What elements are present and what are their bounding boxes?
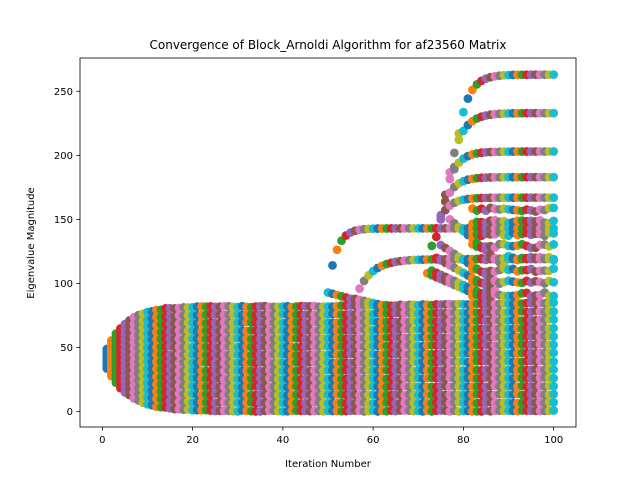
eigenvalue-point: [549, 193, 559, 203]
chart-title: Convergence of Block_Arnoldi Algorithm f…: [150, 38, 507, 52]
y-tick-label: 200: [54, 151, 73, 162]
x-tick-label: 20: [186, 435, 199, 446]
plot-frame: [79, 57, 577, 428]
eigenvalue-point: [549, 315, 559, 324]
eigenvalue-point: [549, 240, 559, 249]
x-tick-label: 0: [99, 435, 105, 446]
eigenvalue-point: [549, 406, 559, 415]
eigenvalue-point: [332, 245, 342, 255]
eigenvalue-point: [449, 148, 459, 158]
y-tick-label: 150: [54, 215, 73, 226]
x-tick-label: 100: [544, 435, 563, 446]
eigenvalue-point: [463, 94, 473, 103]
eigenvalue-point: [549, 340, 559, 350]
eigenvalue-point: [549, 397, 559, 407]
eigenvalue-point: [459, 107, 468, 117]
eigenvalue-point: [355, 284, 364, 293]
y-tick-label: 250: [54, 87, 73, 98]
eigenvalue-point: [549, 70, 559, 80]
y-tick-label: 50: [60, 343, 73, 354]
eigenvalue-point: [549, 357, 559, 366]
eigenvalue-point: [549, 228, 559, 238]
eigenvalue-point: [549, 147, 559, 156]
eigenvalue-point: [436, 214, 446, 224]
eigenvalue-point: [328, 260, 337, 270]
eigenvalue-point: [549, 264, 559, 273]
x-axis-label: Iteration Number: [285, 459, 372, 470]
scatter-points: [102, 70, 559, 416]
eigenvalue-point: [445, 174, 455, 184]
eigenvalue-point: [549, 365, 559, 374]
x-tick-label: 80: [457, 435, 470, 446]
eigenvalue-point: [431, 232, 441, 242]
eigenvalue-point: [549, 203, 559, 213]
eigenvalue-point: [549, 332, 559, 342]
eigenvalue-point: [549, 298, 559, 307]
eigenvalue-point: [549, 108, 559, 118]
y-tick-label: 100: [54, 279, 73, 290]
eigenvalue-point: [549, 373, 559, 383]
x-tick-label: 40: [277, 435, 290, 446]
eigenvalue-point: [549, 172, 559, 182]
eigenvalue-point: [549, 323, 559, 333]
eigenvalue-point: [549, 389, 559, 399]
eigenvalue-point: [549, 291, 559, 301]
eigenvalue-point: [427, 241, 437, 251]
y-tick-label: 0: [67, 407, 73, 418]
x-tick-label: 60: [367, 435, 380, 446]
eigenvalue-point: [549, 381, 559, 391]
eigenvalue-point: [454, 135, 464, 145]
y-axis-label: Eigenvalue Magnitude: [26, 187, 37, 298]
eigenvalue-point: [549, 216, 559, 226]
eigenvalue-point: [549, 348, 559, 358]
axes-frame: 0 20 40 60 80 100 0 50 100 150 200 250: [54, 57, 577, 446]
eigenvalue-point: [549, 255, 559, 265]
eigenvalue-point: [549, 307, 559, 316]
eigenvalue-point: [549, 277, 559, 287]
